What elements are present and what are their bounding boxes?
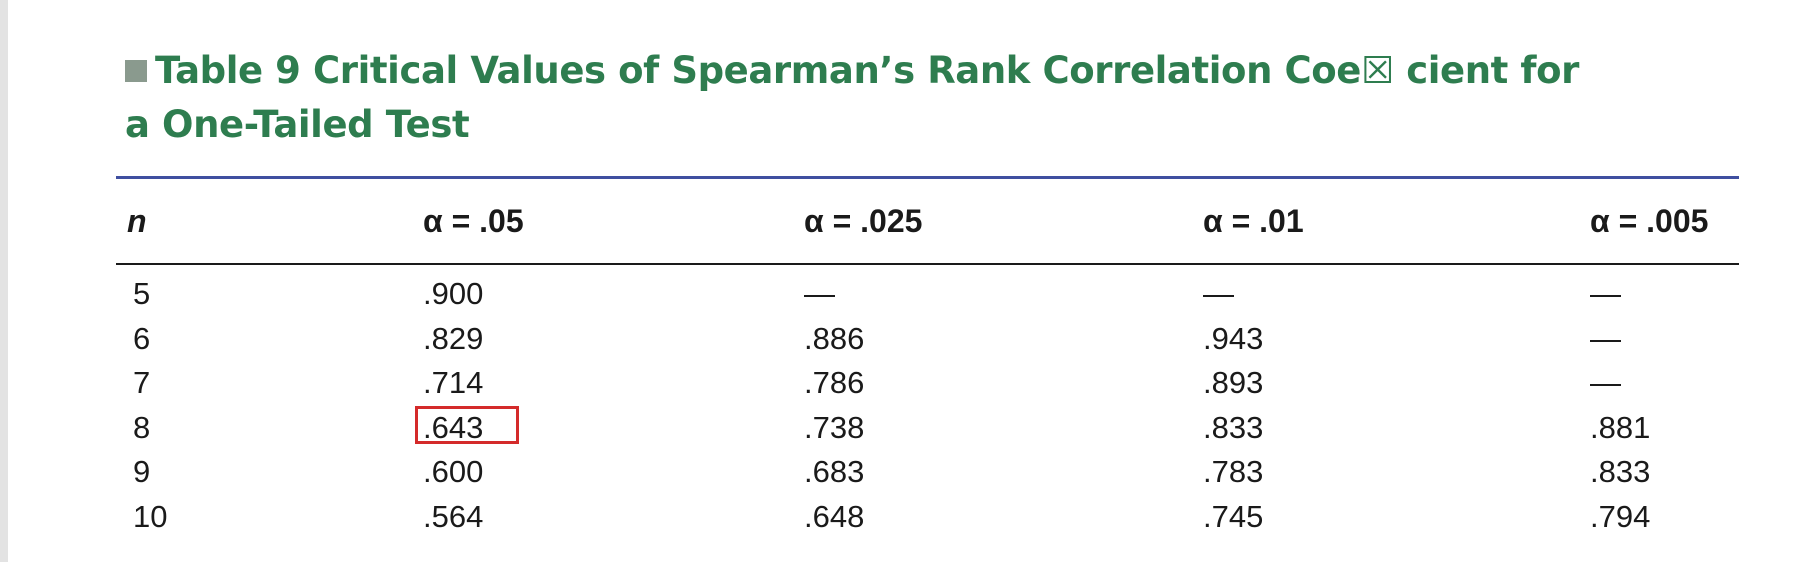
column-header-n: n (127, 203, 147, 239)
table-title-line-1: Table 9 Critical Values of Spearman’s Ra… (125, 44, 1625, 98)
table-cell-alpha-025: .886 (804, 321, 865, 356)
table-cell-alpha-01: .833 (1203, 410, 1264, 445)
table-cell-n: 6 (133, 321, 151, 356)
table-cell-alpha-005: — (1590, 365, 1621, 400)
table-cell-alpha-025: .648 (804, 499, 865, 534)
table-cell-alpha-005: .794 (1590, 499, 1651, 534)
table-cell-alpha-05: .600 (423, 454, 484, 489)
highlight-box (415, 406, 519, 444)
table-cell-alpha-01: .893 (1203, 365, 1264, 400)
table-top-rule (116, 176, 1739, 179)
table-cell-n: 8 (133, 410, 151, 445)
table-cell-alpha-01: .943 (1203, 321, 1264, 356)
column-header-alpha-025: α = .025 (804, 203, 923, 239)
table-cell-alpha-005: .833 (1590, 454, 1651, 489)
title-square-icon (125, 60, 147, 82)
table-cell-alpha-005: — (1590, 321, 1621, 356)
table-cell-n: 7 (133, 365, 151, 400)
table-cell-n: 10 (133, 499, 168, 534)
table-header-rule (116, 263, 1739, 265)
table-cell-alpha-05: .643 (423, 410, 484, 445)
table-cell-alpha-01: .783 (1203, 454, 1264, 489)
table-title-text-1: Table 9 Critical Values of Spearman’s Ra… (155, 49, 1579, 92)
document-page: Table 9 Critical Values of Spearman’s Ra… (8, 0, 1807, 562)
table-cell-alpha-05: .900 (423, 276, 484, 311)
table-title: Table 9 Critical Values of Spearman’s Ra… (125, 44, 1625, 152)
table-title-line-2: a One-Tailed Test (125, 103, 470, 146)
table-cell-alpha-025: — (804, 276, 835, 311)
table-cell-alpha-005: .881 (1590, 410, 1651, 445)
table-cell-alpha-05: .829 (423, 321, 484, 356)
table-cell-n: 5 (133, 276, 151, 311)
column-header-alpha-01: α = .01 (1203, 203, 1304, 239)
table-cell-n: 9 (133, 454, 151, 489)
table-cell-alpha-025: .683 (804, 454, 865, 489)
table-cell-alpha-05: .564 (423, 499, 484, 534)
table-cell-alpha-025: .738 (804, 410, 865, 445)
column-header-alpha-005: α = .005 (1590, 203, 1709, 239)
table-cell-alpha-01: .745 (1203, 499, 1264, 534)
column-header-alpha-05: α = .05 (423, 203, 524, 239)
table-cell-alpha-01: — (1203, 276, 1234, 311)
table-cell-alpha-005: — (1590, 276, 1621, 311)
table-cell-alpha-025: .786 (804, 365, 865, 400)
table-cell-alpha-05: .714 (423, 365, 484, 400)
